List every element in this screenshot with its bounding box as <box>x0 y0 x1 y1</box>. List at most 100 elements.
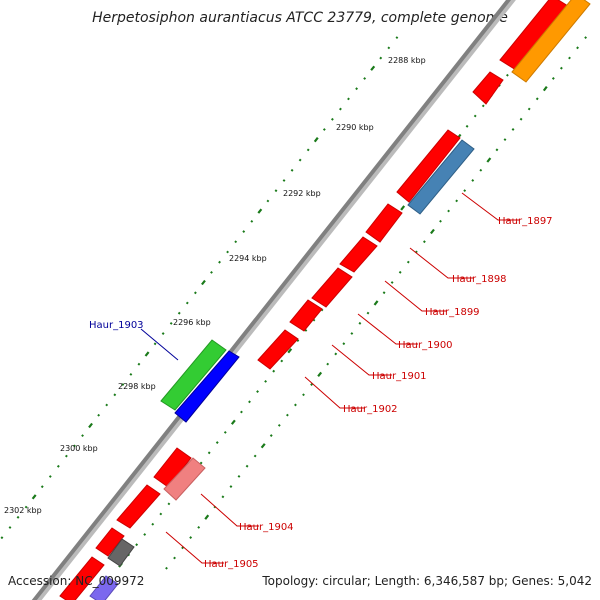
minor-tick <box>395 36 399 40</box>
scale-label: 2298 kbp <box>118 382 156 391</box>
minor-tick <box>167 502 171 506</box>
gene-arrow[interactable] <box>174 350 240 423</box>
major-tick <box>313 137 319 143</box>
major-tick <box>144 351 150 357</box>
minor-tick <box>65 454 68 458</box>
gene-label[interactable]: Haur_1898 <box>452 274 507 285</box>
leader-line <box>304 376 364 409</box>
leader-line <box>165 531 224 564</box>
minor-tick <box>310 383 313 386</box>
minor-tick <box>56 464 60 468</box>
minor-tick <box>226 250 229 254</box>
minor-tick <box>527 107 531 111</box>
minor-tick <box>105 403 109 407</box>
major-tick <box>542 85 548 92</box>
minor-tick <box>551 76 555 80</box>
minor-tick <box>215 441 219 445</box>
minor-tick <box>266 199 270 203</box>
minor-tick <box>559 66 563 70</box>
scale-labels: 2288 kbp 2290 kbp 2292 kbp 2294 kbp 2296… <box>4 56 426 515</box>
minor-tick <box>495 148 499 152</box>
minor-tick <box>463 189 467 193</box>
minor-tick <box>48 475 52 478</box>
major-tick <box>400 205 406 211</box>
minor-tick <box>135 543 139 547</box>
minor-tick <box>326 362 330 366</box>
minor-tick <box>223 431 227 434</box>
leader-line <box>140 328 179 361</box>
minor-tick <box>282 179 286 182</box>
gene-arrow[interactable] <box>311 267 353 308</box>
minor-tick <box>248 400 251 404</box>
minor-tick <box>568 56 571 60</box>
minor-tick <box>306 148 310 152</box>
minor-tick <box>197 525 201 529</box>
gene-arrow[interactable] <box>59 556 105 600</box>
minor-tick <box>398 270 402 274</box>
gene-arrow[interactable] <box>89 575 119 600</box>
gene-arrow[interactable] <box>396 129 461 203</box>
minor-tick <box>286 413 289 417</box>
leader-line <box>357 313 418 345</box>
major-tick <box>31 494 37 500</box>
minor-tick <box>519 117 523 121</box>
gene-arrow[interactable] <box>289 299 323 332</box>
gene-arrow[interactable] <box>407 139 475 215</box>
scale-label: 2288 kbp <box>388 56 426 65</box>
gene-arrow[interactable] <box>153 447 192 488</box>
minor-tick <box>455 199 459 203</box>
gene-label[interactable]: Haur_1899 <box>425 307 480 318</box>
genome-backbone <box>31 0 512 600</box>
minor-tick <box>342 342 346 346</box>
major-tick <box>201 279 206 286</box>
gene-arrow[interactable] <box>95 527 125 557</box>
minor-tick <box>272 369 276 373</box>
minor-tick <box>81 434 84 438</box>
gene-label[interactable]: Haur_1900 <box>398 340 453 351</box>
minor-tick <box>250 219 254 223</box>
gene-labels: Haur_1897 Haur_1898 Haur_1899 Haur_1900 … <box>89 216 553 570</box>
gene-label[interactable]: Haur_1902 <box>343 404 398 415</box>
minor-tick <box>253 454 257 458</box>
minor-tick <box>151 522 155 526</box>
minor-tick <box>165 566 168 570</box>
major-tick <box>430 228 435 235</box>
minor-tick <box>312 318 316 322</box>
minor-tick <box>479 168 483 172</box>
minor-tick <box>143 533 147 536</box>
minor-tick <box>173 556 176 560</box>
leader-line <box>409 247 473 279</box>
minor-tick <box>503 138 507 141</box>
minor-tick <box>304 329 308 332</box>
gene-label[interactable]: Haur_1903 <box>89 320 144 331</box>
gene-arrow[interactable] <box>107 538 135 567</box>
gene-arrow[interactable] <box>365 203 403 243</box>
minor-tick <box>358 321 362 325</box>
gene-features <box>59 0 591 600</box>
gene-arrow[interactable] <box>511 0 591 83</box>
minor-tick <box>210 271 213 274</box>
gene-label[interactable]: Haur_1905 <box>204 559 259 570</box>
minor-tick <box>256 390 259 394</box>
gene-arrow[interactable] <box>160 339 227 411</box>
scale-label: 2290 kbp <box>336 123 374 132</box>
gene-arrow[interactable] <box>257 329 299 370</box>
minor-tick <box>269 434 273 438</box>
gene-arrow[interactable] <box>163 457 206 501</box>
gene-arrow[interactable] <box>116 484 161 529</box>
backbone-shadow <box>34 0 516 600</box>
gene-arrow[interactable] <box>339 236 378 273</box>
gene-label[interactable]: Haur_1897 <box>498 216 553 227</box>
minor-tick <box>584 36 588 40</box>
gene-label[interactable]: Haur_1904 <box>239 522 294 533</box>
major-tick <box>230 419 236 425</box>
minor-tick <box>294 403 297 407</box>
minor-tick <box>40 485 44 489</box>
gene-arrow[interactable] <box>472 71 504 105</box>
minor-tick <box>363 77 367 80</box>
leader-line <box>461 192 519 221</box>
major-tick <box>287 348 293 354</box>
gene-label[interactable]: Haur_1901 <box>372 371 427 382</box>
